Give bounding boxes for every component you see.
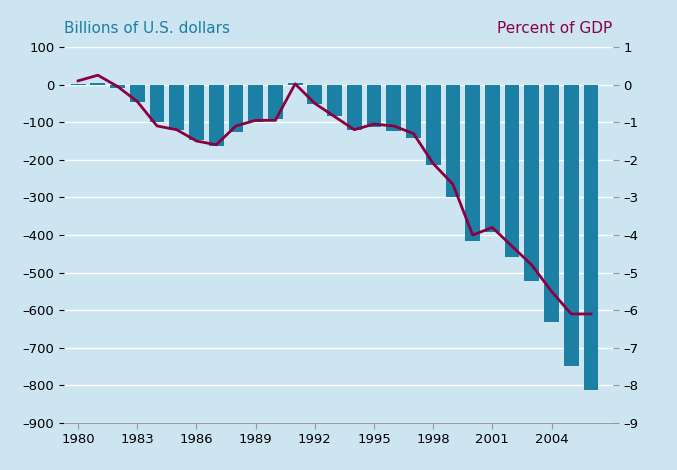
- Bar: [426, 85, 441, 164]
- Bar: [465, 85, 480, 241]
- Bar: [169, 85, 184, 131]
- Bar: [110, 85, 125, 87]
- Bar: [504, 85, 519, 257]
- Bar: [229, 85, 243, 133]
- Bar: [189, 85, 204, 140]
- Bar: [367, 85, 381, 127]
- Bar: [150, 85, 165, 122]
- Bar: [406, 85, 421, 138]
- Bar: [387, 85, 401, 131]
- Bar: [248, 85, 263, 122]
- Bar: [327, 85, 342, 116]
- Bar: [445, 85, 460, 197]
- Bar: [288, 84, 303, 85]
- Bar: [91, 83, 105, 85]
- Bar: [564, 85, 579, 366]
- Bar: [307, 85, 322, 104]
- Bar: [584, 85, 598, 390]
- Bar: [485, 85, 500, 232]
- Bar: [70, 84, 85, 85]
- Bar: [525, 85, 539, 281]
- Bar: [130, 85, 145, 102]
- Text: Billions of U.S. dollars: Billions of U.S. dollars: [64, 21, 230, 36]
- Bar: [347, 85, 362, 131]
- Bar: [544, 85, 559, 322]
- Bar: [268, 85, 283, 119]
- Text: Percent of GDP: Percent of GDP: [498, 21, 613, 36]
- Bar: [209, 85, 223, 146]
